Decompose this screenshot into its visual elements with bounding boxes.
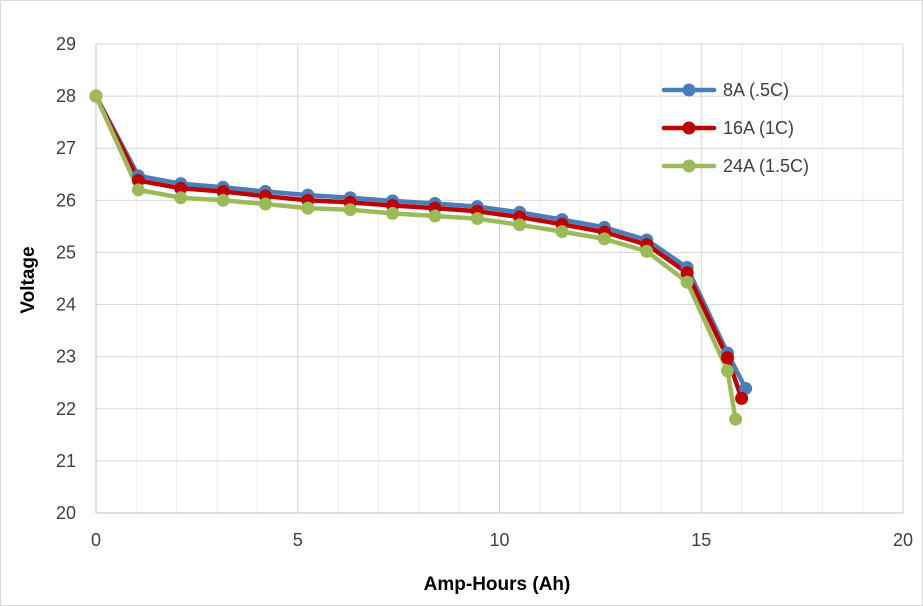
series-3-point xyxy=(720,364,734,378)
series-3-point xyxy=(216,193,230,207)
series-3-point xyxy=(729,412,743,426)
y-tick-label: 28 xyxy=(56,86,76,106)
y-tick-label: 26 xyxy=(56,190,76,210)
series-2-point xyxy=(720,351,734,365)
y-tick-label: 22 xyxy=(56,399,76,419)
y-tick-label: 29 xyxy=(56,34,76,54)
axis-layer: 20 21 22 23 24 25 26 27 28 29 0 5 10 15 20 xyxy=(56,34,913,550)
x-tick-label: 10 xyxy=(489,530,509,550)
x-tick-label: 0 xyxy=(91,530,101,550)
series-3-point xyxy=(513,218,527,232)
series-2-point xyxy=(174,181,188,195)
legend-label: 24A (1.5C) xyxy=(723,156,809,176)
y-axis-title: Voltage xyxy=(18,246,39,313)
y-tick-label: 21 xyxy=(56,451,76,471)
y-tick-label: 25 xyxy=(56,242,76,262)
series-3-point xyxy=(640,244,654,258)
series-3-point xyxy=(174,191,188,205)
grid-layer xyxy=(95,43,904,514)
series-layer xyxy=(89,89,753,426)
y-tick-label: 20 xyxy=(56,503,76,523)
y-tick-label: 27 xyxy=(56,138,76,158)
series-3-point xyxy=(386,206,400,220)
x-tick-label: 20 xyxy=(893,530,913,550)
legend-label: 8A (.5C) xyxy=(723,80,789,100)
series-3-point xyxy=(343,203,357,217)
series-3-point xyxy=(258,197,272,211)
series-2-point xyxy=(735,391,749,405)
series-2-point xyxy=(131,174,145,188)
series-3-point xyxy=(470,212,484,226)
series-3-point xyxy=(680,275,694,289)
series-line-3 xyxy=(93,93,738,422)
x-tick-label: 5 xyxy=(293,530,303,550)
legend-label: 16A (1C) xyxy=(723,118,794,138)
legend-swatch-marker xyxy=(682,83,696,97)
series-1-point xyxy=(739,381,753,395)
series-3-point xyxy=(301,201,315,215)
series-2-point xyxy=(680,266,694,280)
legend: 8A (.5C) 16A (1C) 24A (1.5C) xyxy=(661,80,809,176)
x-tick-label: 15 xyxy=(691,530,711,550)
series-3-point xyxy=(597,232,611,246)
legend-swatch-marker xyxy=(682,121,696,135)
y-tick-label: 23 xyxy=(56,347,76,367)
x-axis-title: Amp-Hours (Ah) xyxy=(424,574,571,595)
series-3-point xyxy=(428,209,442,223)
legend-swatch-marker xyxy=(682,159,696,173)
series-3-point xyxy=(555,225,569,239)
series-3-point xyxy=(131,183,145,197)
y-tick-label: 24 xyxy=(56,295,76,315)
series-3-point xyxy=(89,89,103,103)
